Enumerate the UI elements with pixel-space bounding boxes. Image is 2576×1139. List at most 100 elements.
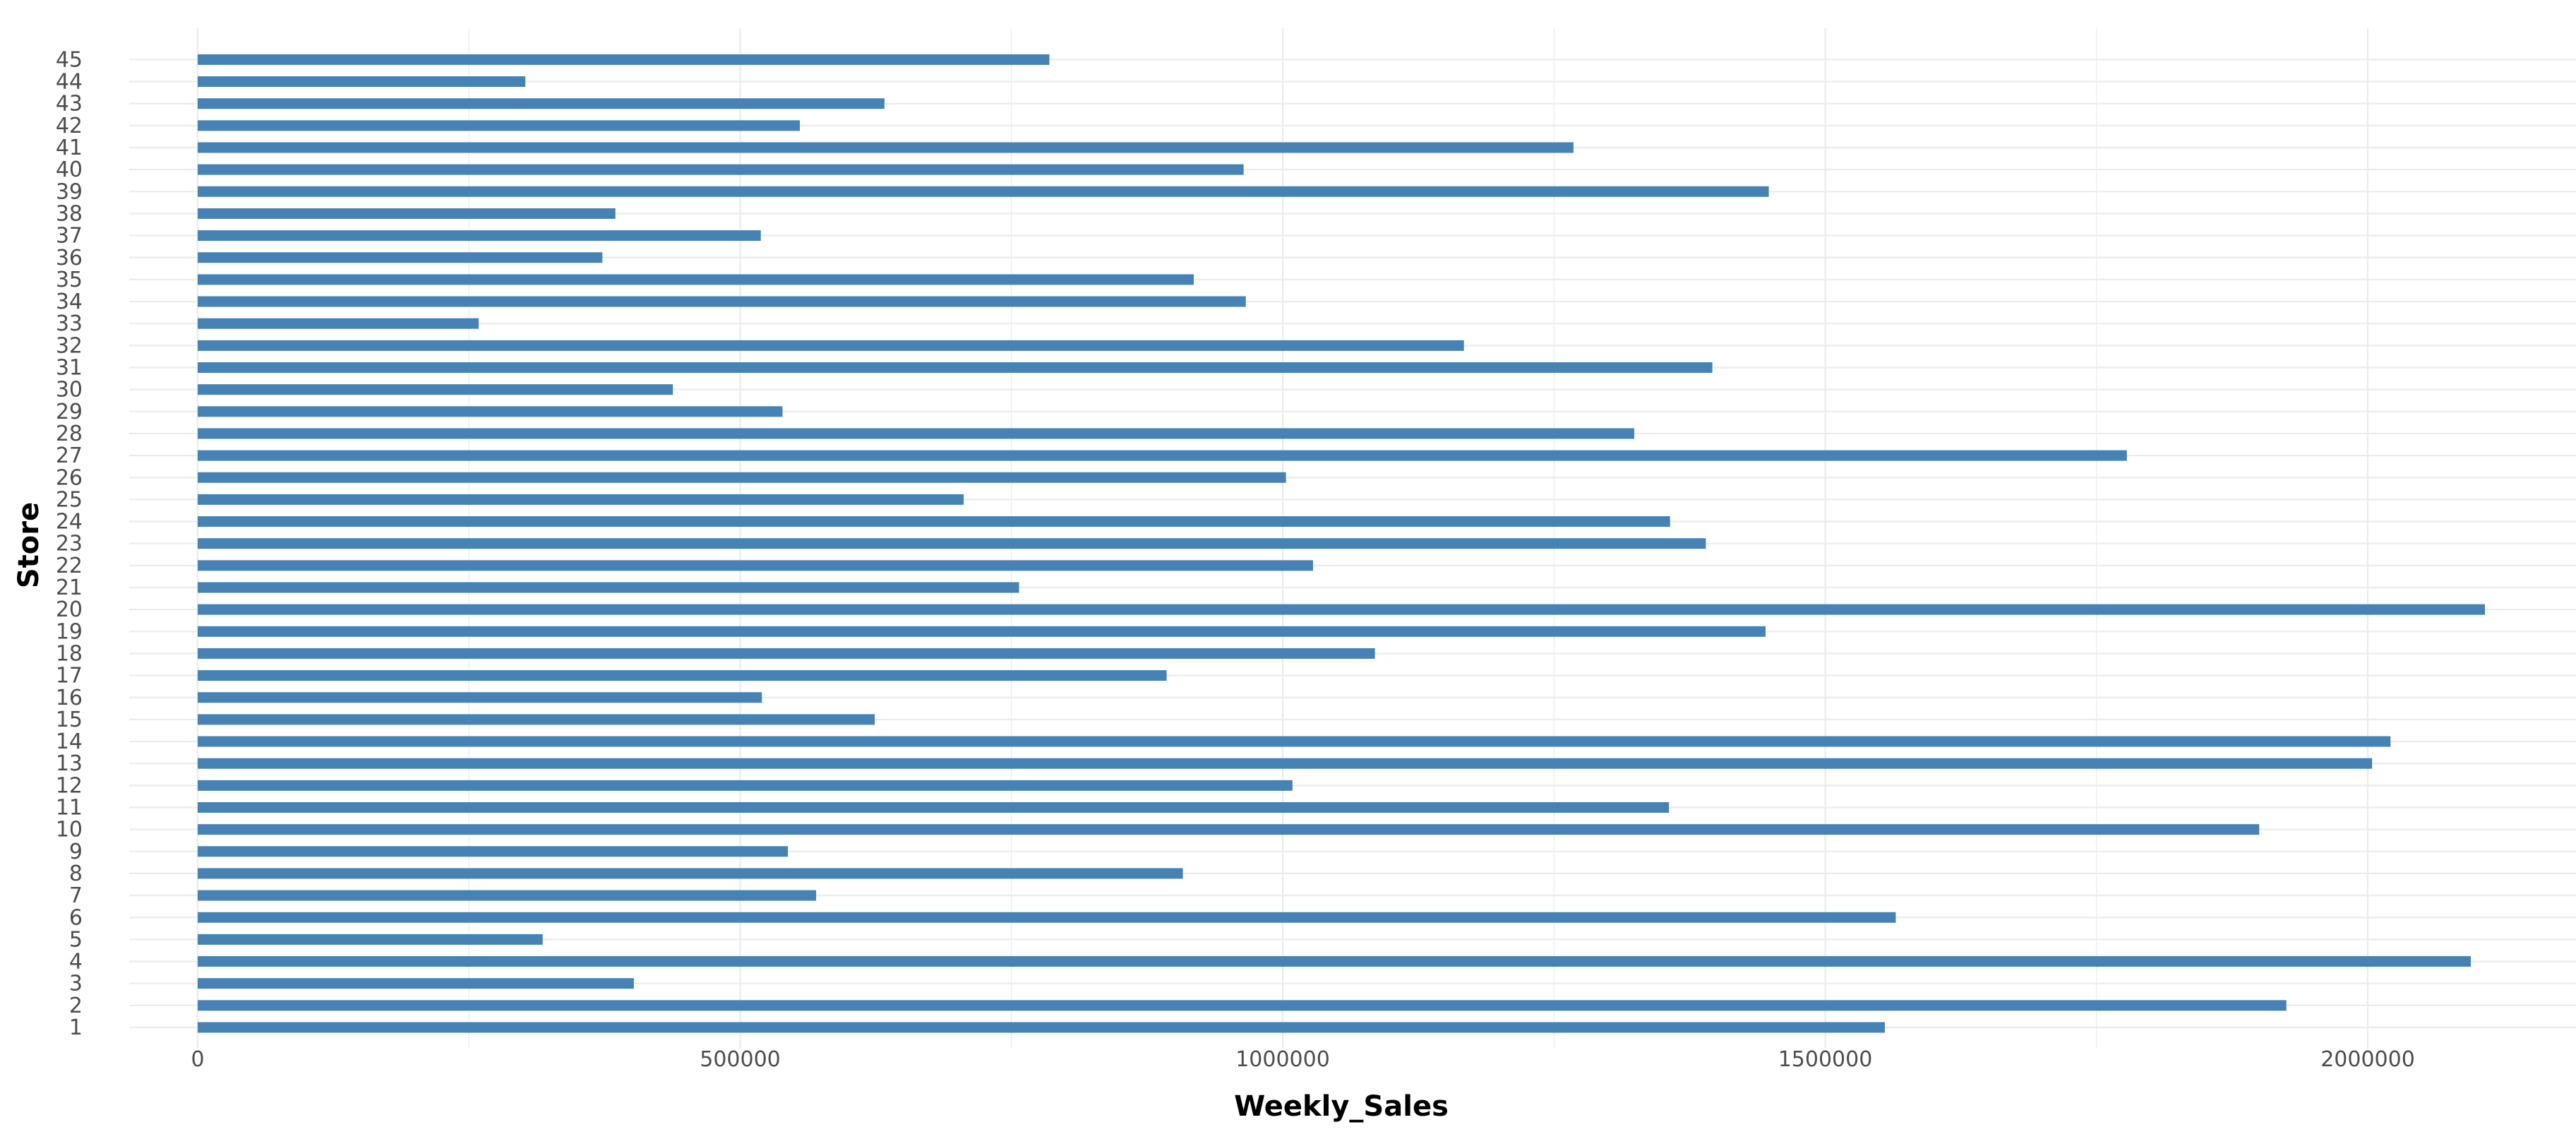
- bar-store-40: [198, 164, 1244, 175]
- y-tick-label: 25: [56, 487, 83, 512]
- bar-store-34: [198, 296, 1246, 307]
- bar-store-11: [198, 802, 1670, 813]
- x-tick-label: 1500000: [1778, 1047, 1873, 1072]
- bar-store-20: [198, 604, 2485, 615]
- bar-store-4: [198, 956, 2472, 967]
- bar-store-16: [198, 692, 762, 703]
- bar-store-9: [198, 846, 789, 857]
- bar-store-15: [198, 714, 875, 725]
- y-tick-label: 20: [56, 597, 83, 622]
- bar-store-19: [198, 626, 1766, 637]
- x-tick-label: 0: [191, 1047, 204, 1072]
- bar-store-27: [198, 450, 2127, 461]
- y-tick-label: 34: [56, 290, 83, 314]
- bar-store-23: [198, 538, 1706, 549]
- bar-store-18: [198, 648, 1375, 659]
- y-tick-label: 17: [56, 664, 83, 688]
- y-tick-label: 36: [56, 246, 83, 270]
- bar-store-42: [198, 120, 801, 131]
- bar-store-36: [198, 252, 603, 263]
- y-tick-label: 6: [69, 905, 83, 930]
- y-tick-label: 9: [69, 840, 83, 864]
- bar-store-38: [198, 208, 616, 219]
- bar-store-30: [198, 384, 673, 395]
- y-tick-label: 23: [56, 532, 83, 556]
- bar-store-2: [198, 1000, 2287, 1011]
- bar-store-3: [198, 978, 634, 989]
- y-tick-label: 21: [56, 576, 83, 600]
- y-tick-label: 24: [56, 510, 83, 535]
- bar-store-33: [198, 318, 479, 329]
- y-tick-label: 39: [56, 179, 83, 204]
- y-tick-label: 45: [56, 47, 83, 72]
- bar-store-5: [198, 934, 543, 945]
- y-tick-label: 41: [56, 136, 83, 160]
- bar-store-32: [198, 340, 1464, 351]
- bar-store-26: [198, 472, 1286, 483]
- y-tick-label: 42: [56, 114, 83, 138]
- y-tick-label: 15: [56, 708, 83, 732]
- bar-store-6: [198, 912, 1896, 923]
- y-tick-label: 29: [56, 400, 83, 424]
- bar-store-13: [198, 758, 2373, 769]
- bar-store-44: [198, 76, 526, 88]
- y-tick-label: 33: [56, 311, 83, 336]
- y-tick-label: 3: [69, 972, 83, 996]
- y-tick-label: 30: [56, 378, 83, 402]
- bar-store-21: [198, 582, 1019, 593]
- x-axis-ticks: 0 500000 1000000 1500000 2000000: [191, 1047, 2414, 1072]
- bar-store-39: [198, 186, 1769, 197]
- y-tick-label: 22: [56, 554, 83, 578]
- y-tick-label: 18: [56, 641, 83, 666]
- y-tick-label: 10: [56, 818, 83, 842]
- bar-store-45: [198, 54, 1050, 65]
- bar-store-1: [198, 1022, 1886, 1033]
- bar-store-8: [198, 868, 1183, 879]
- bar-store-29: [198, 406, 783, 417]
- x-axis-title: Weekly_Sales: [1234, 1090, 1449, 1123]
- x-tick-label: 500000: [700, 1047, 781, 1072]
- y-tick-label: 7: [69, 883, 83, 908]
- y-tick-label: 27: [56, 443, 83, 468]
- bar-store-31: [198, 362, 1713, 373]
- y-tick-label: 32: [56, 333, 83, 358]
- bar-store-28: [198, 428, 1634, 439]
- x-tick-label: 1000000: [1235, 1047, 1330, 1072]
- bar-store-17: [198, 670, 1167, 681]
- y-tick-label: 12: [56, 773, 83, 798]
- bar-store-43: [198, 98, 885, 109]
- bar-store-7: [198, 890, 817, 901]
- bars: [198, 54, 2485, 1033]
- bar-store-41: [198, 142, 1574, 153]
- bar-store-22: [198, 560, 1314, 571]
- y-tick-label: 4: [69, 950, 83, 974]
- y-tick-label: 43: [56, 92, 83, 117]
- y-tick-label: 28: [56, 422, 83, 446]
- y-axis-title: Store: [13, 502, 45, 588]
- y-tick-label: 13: [56, 751, 83, 776]
- bar-store-12: [198, 780, 1293, 791]
- y-tick-label: 16: [56, 686, 83, 710]
- y-tick-label: 37: [56, 224, 83, 249]
- bar-store-37: [198, 230, 761, 241]
- x-tick-label: 2000000: [2320, 1047, 2415, 1072]
- y-tick-label: 31: [56, 356, 83, 381]
- y-tick-label: 19: [56, 619, 83, 644]
- y-axis-ticks: 1234567891011121314151617181920212223242…: [56, 47, 83, 1040]
- y-tick-label: 35: [56, 268, 83, 292]
- y-tick-label: 1: [69, 1015, 83, 1040]
- y-tick-label: 8: [69, 861, 83, 886]
- y-tick-label: 40: [56, 157, 83, 182]
- y-tick-label: 38: [56, 201, 83, 226]
- y-tick-label: 5: [69, 927, 83, 952]
- y-tick-label: 26: [56, 465, 83, 490]
- bar-store-10: [198, 824, 2260, 835]
- y-tick-label: 11: [56, 796, 83, 821]
- y-tick-label: 14: [56, 729, 83, 754]
- bar-store-25: [198, 494, 964, 505]
- y-tick-label: 2: [69, 994, 83, 1018]
- bar-store-14: [198, 736, 2391, 747]
- bar-store-24: [198, 516, 1670, 527]
